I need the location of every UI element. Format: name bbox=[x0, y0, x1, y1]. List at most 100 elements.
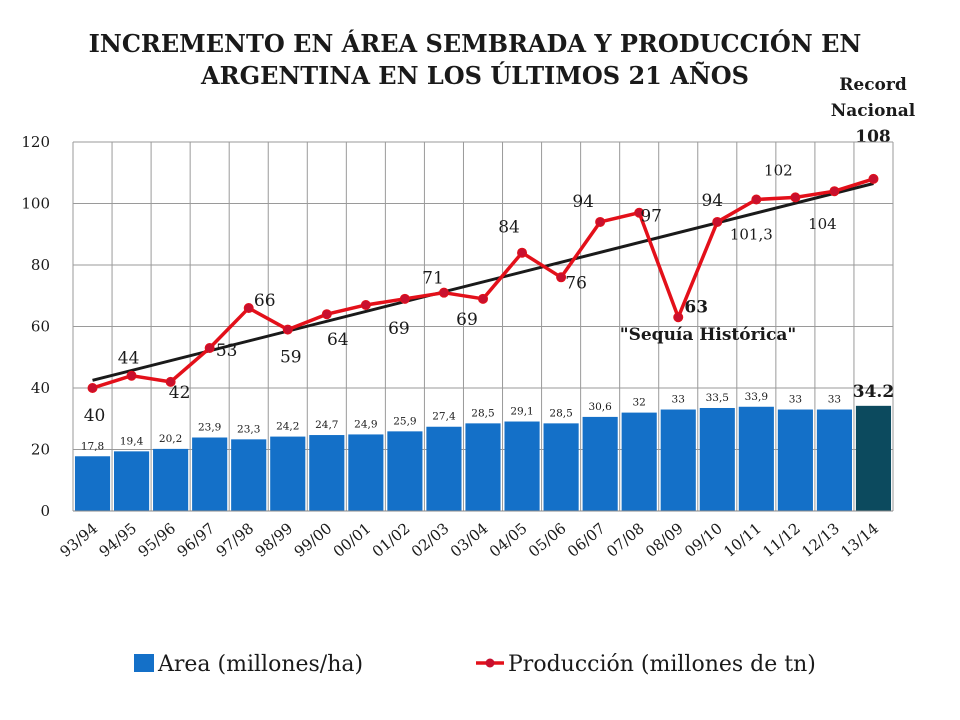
production-label-1: 44 bbox=[118, 349, 140, 369]
legend: Area (millones/ha) Producción (millones … bbox=[134, 652, 816, 677]
production-label-0: 40 bbox=[84, 406, 106, 426]
x-tick-7: 00/01 bbox=[330, 519, 375, 561]
area-bar-label-20: 34.2 bbox=[853, 382, 894, 402]
area-bar-5 bbox=[270, 436, 306, 511]
production-label-3: 53 bbox=[216, 341, 238, 361]
x-tick-17: 10/11 bbox=[720, 519, 765, 561]
area-bar-14 bbox=[621, 412, 657, 511]
production-marker-4 bbox=[243, 303, 254, 314]
production-marker-14 bbox=[634, 207, 645, 218]
x-tick-14: 07/08 bbox=[603, 519, 648, 561]
area-bar-label-16: 33,5 bbox=[706, 392, 729, 404]
area-bar-label-5: 24,2 bbox=[276, 421, 299, 433]
production-marker-3 bbox=[204, 343, 215, 354]
production-marker-5 bbox=[282, 324, 293, 335]
production-label-4: 66 bbox=[254, 291, 276, 311]
y-tick-100: 100 bbox=[21, 195, 50, 213]
x-tick-11: 04/05 bbox=[486, 519, 531, 561]
production-marker-0 bbox=[87, 383, 98, 393]
production-marker-16 bbox=[712, 216, 723, 227]
area-bar-labels: 17,8 19,4 20,2 23,9 23,3 24,2 24,7 24,9 25,9 27,4… bbox=[81, 382, 894, 452]
area-bar-15 bbox=[660, 409, 696, 511]
production-marker-10 bbox=[478, 293, 488, 304]
area-bar-label-7: 24,9 bbox=[354, 418, 377, 430]
record-note-line1: Record bbox=[839, 75, 907, 95]
x-tick-3: 96/97 bbox=[174, 519, 219, 561]
x-tick-6: 99/00 bbox=[291, 519, 336, 561]
area-bar-9 bbox=[426, 426, 462, 511]
x-tick-9: 02/03 bbox=[408, 519, 453, 561]
area-bar-label-19: 33 bbox=[828, 394, 841, 406]
production-trendline bbox=[92, 182, 874, 382]
legend-area-swatch bbox=[134, 654, 154, 672]
area-bar-label-1: 19,4 bbox=[120, 435, 144, 447]
area-bar-0 bbox=[74, 456, 111, 511]
production-markers bbox=[87, 173, 879, 393]
y-axis-ticks: 0 20 40 60 80 100 120 bbox=[21, 133, 50, 520]
area-bar-12 bbox=[543, 423, 579, 511]
x-tick-0: 93/94 bbox=[56, 519, 101, 561]
area-bar-label-9: 27,4 bbox=[432, 411, 456, 423]
production-marker-6 bbox=[321, 309, 332, 320]
x-tick-4: 97/98 bbox=[213, 519, 258, 561]
area-bar-label-8: 25,9 bbox=[393, 415, 416, 427]
x-tick-2: 95/96 bbox=[135, 519, 180, 561]
production-label-18: 102 bbox=[764, 161, 793, 179]
production-label-11: 84 bbox=[498, 218, 520, 238]
area-bar-19 bbox=[816, 409, 852, 511]
production-marker-2 bbox=[165, 376, 176, 387]
legend-production-label: Producción (millones de tn) bbox=[508, 652, 816, 677]
y-tick-20: 20 bbox=[31, 441, 50, 459]
drought-note: "Sequía Histórica" bbox=[620, 325, 797, 345]
area-bar-20 bbox=[855, 405, 892, 511]
production-marker-17 bbox=[751, 194, 762, 205]
area-bar-10 bbox=[465, 423, 501, 511]
area-bar-label-6: 24,7 bbox=[315, 419, 338, 431]
area-bar-7 bbox=[348, 434, 384, 511]
chart-title-line2: ARGENTINA EN LOS ÚLTIMOS 21 AÑOS bbox=[200, 61, 749, 90]
production-label-6: 64 bbox=[327, 330, 349, 350]
area-bar-8 bbox=[387, 431, 423, 511]
record-note-line2: Nacional bbox=[831, 101, 916, 121]
production-marker-20 bbox=[868, 173, 879, 184]
area-bar-label-13: 30,6 bbox=[588, 401, 612, 413]
area-bar-18 bbox=[777, 409, 813, 511]
area-bar-13 bbox=[582, 416, 618, 511]
area-bar-4 bbox=[231, 439, 267, 511]
y-tick-40: 40 bbox=[31, 379, 50, 397]
legend-area-label: Area (millones/ha) bbox=[157, 652, 363, 677]
area-bar-11 bbox=[504, 421, 540, 511]
x-tick-10: 03/04 bbox=[447, 519, 492, 561]
y-tick-80: 80 bbox=[31, 256, 50, 274]
x-tick-18: 11/12 bbox=[759, 519, 804, 561]
production-marker-13 bbox=[595, 216, 606, 227]
area-bar-label-3: 23,9 bbox=[198, 422, 221, 434]
production-marker-1 bbox=[126, 370, 137, 381]
x-tick-19: 12/13 bbox=[798, 519, 843, 561]
production-label-14: 97 bbox=[640, 207, 662, 227]
production-label-2: 42 bbox=[169, 383, 191, 403]
y-tick-120: 120 bbox=[21, 133, 50, 151]
area-bar-label-0: 17,8 bbox=[81, 440, 104, 452]
area-bar-label-18: 33 bbox=[789, 394, 802, 406]
area-bar-label-17: 33,9 bbox=[745, 391, 768, 403]
area-bar-label-15: 33 bbox=[672, 394, 685, 406]
x-tick-20: 13/14 bbox=[837, 519, 882, 561]
record-note-line3: 108 bbox=[855, 127, 891, 147]
legend-production-marker bbox=[485, 658, 495, 668]
y-tick-60: 60 bbox=[31, 318, 50, 336]
production-label-8: 69 bbox=[388, 319, 410, 339]
production-marker-18 bbox=[790, 192, 801, 203]
area-bar-label-11: 29,1 bbox=[510, 406, 533, 418]
production-label-16: 94 bbox=[701, 191, 723, 211]
x-tick-13: 06/07 bbox=[564, 519, 609, 561]
production-label-19: 104 bbox=[808, 215, 837, 233]
y-tick-0: 0 bbox=[40, 502, 50, 520]
chart-title-line1: INCREMENTO EN ÁREA SEMBRADA Y PRODUCCIÓN… bbox=[89, 29, 862, 58]
area-bar-2 bbox=[153, 448, 189, 511]
production-label-10: 69 bbox=[456, 310, 478, 330]
area-bar-label-4: 23,3 bbox=[237, 423, 260, 435]
production-label-5: 59 bbox=[280, 348, 302, 368]
x-tick-15: 08/09 bbox=[642, 519, 687, 561]
